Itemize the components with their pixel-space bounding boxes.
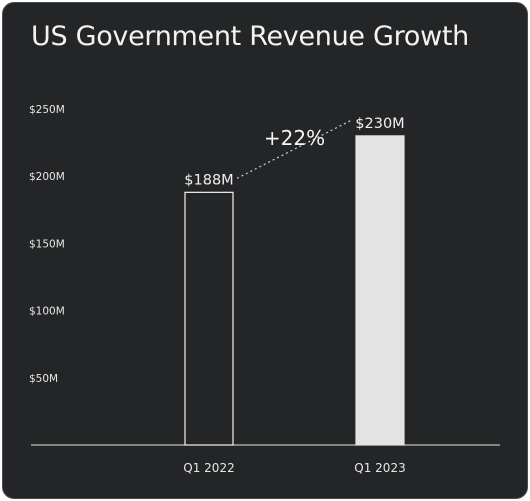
bars: [184, 135, 405, 446]
x-tick-label: Q1 2023: [354, 461, 405, 475]
y-tick-label: $200M: [29, 171, 65, 183]
bar-q1-2023: [355, 135, 405, 446]
data-label: $188M: [184, 172, 233, 188]
y-tick-label: $250M: [29, 104, 65, 116]
growth-connector-line: [236, 119, 353, 179]
y-tick-label: $150M: [29, 238, 65, 250]
y-axis-ticks: $50M $100M $150M $200M $250M: [29, 104, 65, 385]
x-tick-label: Q1 2022: [183, 461, 234, 475]
growth-annotation: +22%: [264, 126, 325, 150]
y-tick-label: $50M: [29, 373, 58, 385]
y-tick-label: $100M: [29, 306, 65, 318]
bar-q1-2022: [184, 191, 234, 446]
bar-chart: $50M$100M$150M$200M$250M Q1 2022 Q1 2023 …: [29, 104, 500, 475]
data-label: $230M: [355, 116, 404, 132]
x-axis-ticks: Q1 2022 Q1 2023: [183, 461, 405, 475]
chart-title: US Government Revenue Growth: [31, 21, 469, 52]
value-labels: $188M $230M: [184, 116, 404, 188]
